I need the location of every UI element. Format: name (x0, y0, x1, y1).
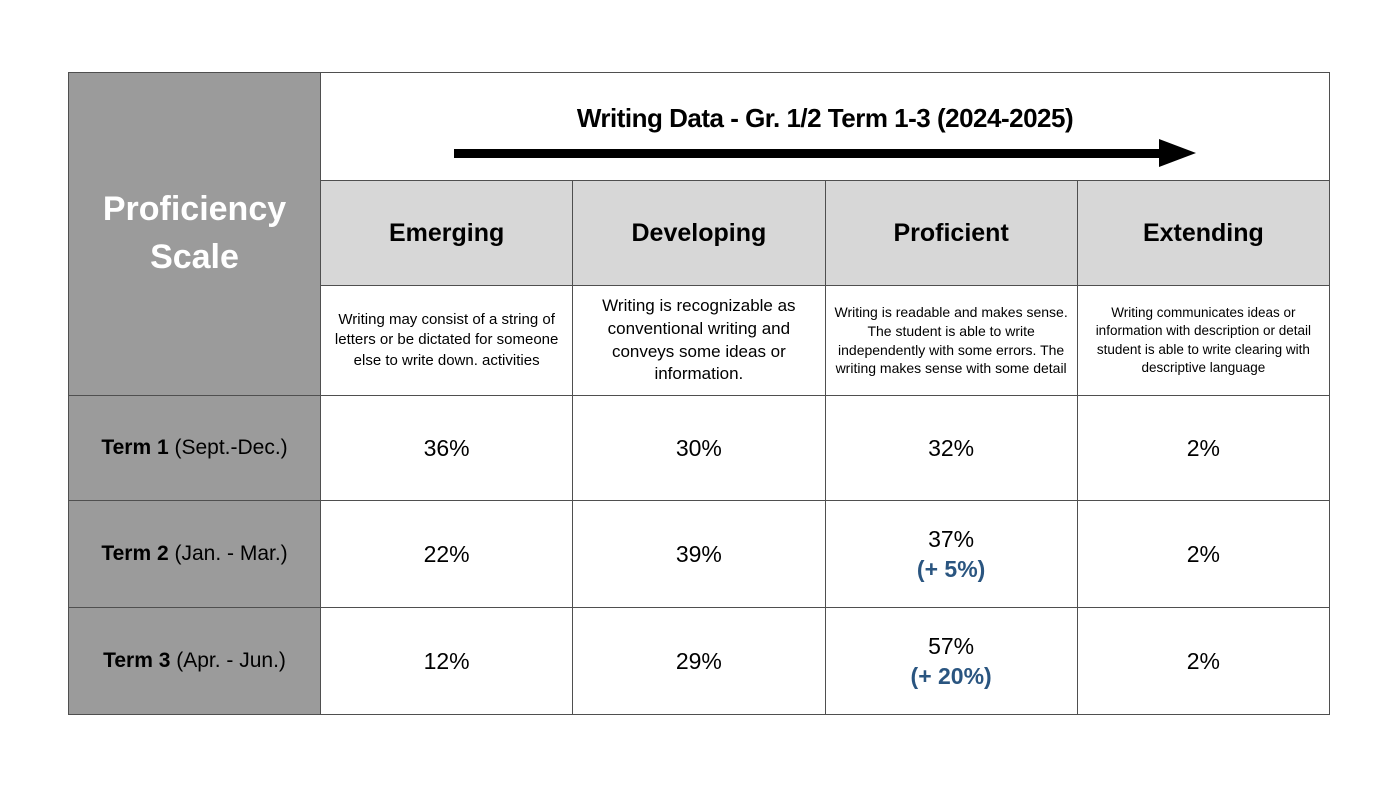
header-label: Extending (1142, 218, 1264, 247)
column-description-developing: Writing is recognizable as conventional … (573, 286, 825, 395)
cell-term3-emerging: 12% (321, 608, 573, 714)
column-header-extending: Extending (1077, 181, 1329, 285)
arrow-shaft (454, 148, 1159, 158)
writing-data-table: Proficiency Scale Writing Data - Gr. 1/2… (68, 72, 1330, 715)
value: 37% (928, 525, 975, 552)
delta-annotation: (+ 20%) (910, 662, 992, 689)
column-description-extending: Writing communicates ideas or informatio… (1077, 286, 1329, 395)
cell-term3-proficient: 57% (+ 20%) (825, 608, 1077, 714)
table-title: Writing Data - Gr. 1/2 Term 1-3 (2024-20… (576, 103, 1074, 133)
cell-term2-emerging: 22% (321, 501, 573, 607)
value: 57% (928, 632, 975, 659)
column-header-proficient: Proficient (825, 181, 1077, 285)
value: 36% (423, 434, 470, 461)
delta-annotation: (+ 5%) (916, 555, 986, 582)
row-label-term-2: Term 2 (Jan. - Mar.) (69, 501, 320, 607)
cell-term3-extending: 2% (1077, 608, 1329, 714)
value: 39% (675, 540, 722, 567)
cell-term1-emerging: 36% (321, 396, 573, 500)
right-arrow-icon (454, 139, 1196, 167)
column-header-emerging: Emerging (321, 181, 573, 285)
cell-term2-extending: 2% (1077, 501, 1329, 607)
arrow-head (1159, 139, 1196, 167)
header-label: Emerging (388, 218, 505, 247)
term-label: Term 2 (Jan. - Mar.) (101, 542, 288, 565)
value: 2% (1186, 540, 1220, 567)
value: 22% (423, 540, 470, 567)
cell-term2-proficient: 37% (+ 5%) (825, 501, 1077, 607)
value: 12% (423, 647, 470, 674)
corner-proficiency-scale: Proficiency Scale (69, 73, 320, 395)
column-header-developing: Developing (573, 181, 825, 285)
cell-term1-extending: 2% (1077, 396, 1329, 500)
column-description-emerging: Writing may consist of a string of lette… (321, 286, 573, 395)
cell-term1-proficient: 32% (825, 396, 1077, 500)
value: 30% (675, 434, 722, 461)
value: 29% (675, 647, 722, 674)
cell-term3-developing: 29% (573, 608, 825, 714)
column-description-proficient: Writing is readable and makes sense. The… (825, 286, 1077, 395)
row-label-term-3: Term 3 (Apr. - Jun.) (69, 608, 320, 714)
row-label-term-1: Term 1 (Sept.-Dec.) (69, 396, 320, 500)
cell-term1-developing: 30% (573, 396, 825, 500)
value: 2% (1186, 647, 1220, 674)
cell-term2-developing: 39% (573, 501, 825, 607)
proficiency-scale-label: Proficiency Scale (102, 190, 287, 276)
header-label: Proficient (893, 218, 1009, 247)
term-label: Term 3 (Apr. - Jun.) (103, 649, 286, 672)
value: 32% (928, 434, 975, 461)
term-label: Term 1 (Sept.-Dec.) (101, 436, 288, 459)
title-band: Writing Data - Gr. 1/2 Term 1-3 (2024-20… (321, 73, 1329, 180)
header-label: Developing (631, 218, 767, 247)
value: 2% (1186, 434, 1220, 461)
